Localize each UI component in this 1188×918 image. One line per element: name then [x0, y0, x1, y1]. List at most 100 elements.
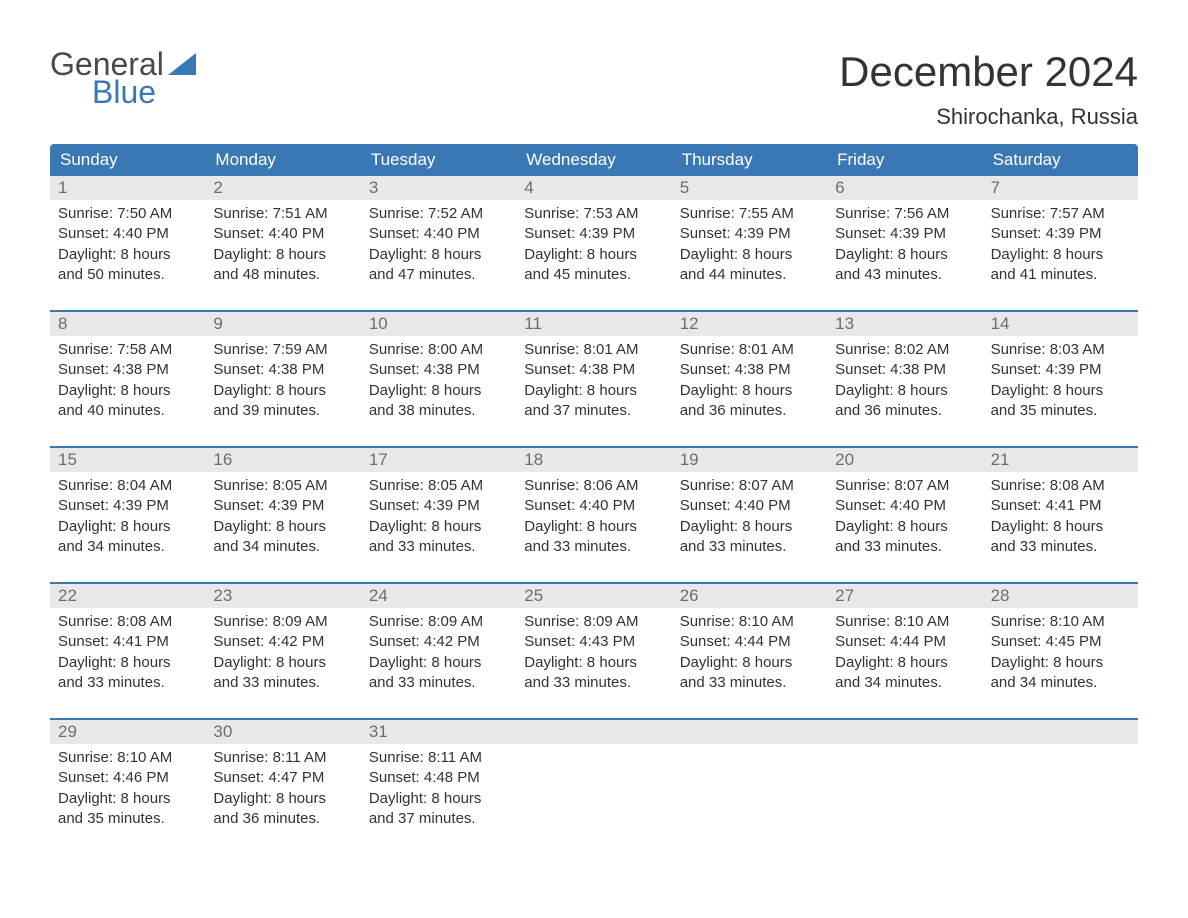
sunset-text: Sunset: 4:39 PM	[58, 496, 197, 516]
sunset-text: Sunset: 4:38 PM	[369, 360, 508, 380]
day-number: 24	[361, 584, 516, 608]
daylight-text-1: Daylight: 8 hours	[524, 245, 663, 265]
day-number: 5	[672, 176, 827, 200]
sunset-text: Sunset: 4:40 PM	[835, 496, 974, 516]
sunset-text: Sunset: 4:44 PM	[680, 632, 819, 652]
sunset-text: Sunset: 4:39 PM	[991, 224, 1130, 244]
weekday-col: Thursday	[672, 144, 827, 176]
calendar: Sunday Monday Tuesday Wednesday Thursday…	[50, 144, 1138, 836]
day-number	[672, 720, 827, 744]
daylight-text-2: and 39 minutes.	[213, 401, 352, 421]
day-cell: Sunrise: 7:52 AMSunset: 4:40 PMDaylight:…	[361, 200, 516, 292]
daylight-text-1: Daylight: 8 hours	[991, 653, 1130, 673]
weekday-col: Friday	[827, 144, 982, 176]
daynum-row: 891011121314	[50, 312, 1138, 336]
day-cell: Sunrise: 7:55 AMSunset: 4:39 PMDaylight:…	[672, 200, 827, 292]
week-block: 293031Sunrise: 8:10 AMSunset: 4:46 PMDay…	[50, 720, 1138, 836]
daylight-text-1: Daylight: 8 hours	[680, 653, 819, 673]
sunrise-text: Sunrise: 8:10 AM	[680, 612, 819, 632]
sunrise-text: Sunrise: 7:56 AM	[835, 204, 974, 224]
daylight-text-2: and 36 minutes.	[680, 401, 819, 421]
day-cell: Sunrise: 8:04 AMSunset: 4:39 PMDaylight:…	[50, 472, 205, 564]
sunrise-text: Sunrise: 8:09 AM	[524, 612, 663, 632]
daylight-text-2: and 37 minutes.	[524, 401, 663, 421]
day-number: 7	[983, 176, 1138, 200]
week-block: 22232425262728Sunrise: 8:08 AMSunset: 4:…	[50, 584, 1138, 700]
sunrise-text: Sunrise: 8:05 AM	[213, 476, 352, 496]
daylight-text-1: Daylight: 8 hours	[369, 381, 508, 401]
weekday-col: Monday	[205, 144, 360, 176]
day-cell: Sunrise: 8:01 AMSunset: 4:38 PMDaylight:…	[672, 336, 827, 428]
sunrise-text: Sunrise: 8:04 AM	[58, 476, 197, 496]
daylight-text-1: Daylight: 8 hours	[58, 517, 197, 537]
sunset-text: Sunset: 4:38 PM	[524, 360, 663, 380]
weekday-col: Wednesday	[516, 144, 671, 176]
sunset-text: Sunset: 4:39 PM	[680, 224, 819, 244]
day-number: 18	[516, 448, 671, 472]
daylight-text-2: and 34 minutes.	[213, 537, 352, 557]
daylight-text-2: and 33 minutes.	[835, 537, 974, 557]
sunset-text: Sunset: 4:40 PM	[58, 224, 197, 244]
day-cell	[672, 744, 827, 836]
day-cell: Sunrise: 8:03 AMSunset: 4:39 PMDaylight:…	[983, 336, 1138, 428]
day-cell	[827, 744, 982, 836]
daylight-text-1: Daylight: 8 hours	[991, 517, 1130, 537]
day-number: 8	[50, 312, 205, 336]
day-number: 19	[672, 448, 827, 472]
daylight-text-1: Daylight: 8 hours	[835, 653, 974, 673]
day-number: 17	[361, 448, 516, 472]
day-cell	[983, 744, 1138, 836]
sunrise-text: Sunrise: 8:01 AM	[524, 340, 663, 360]
sunrise-text: Sunrise: 7:50 AM	[58, 204, 197, 224]
daylight-text-2: and 33 minutes.	[680, 673, 819, 693]
daylight-text-2: and 36 minutes.	[835, 401, 974, 421]
daylight-text-2: and 33 minutes.	[213, 673, 352, 693]
day-number: 29	[50, 720, 205, 744]
sunrise-text: Sunrise: 8:11 AM	[369, 748, 508, 768]
daylight-text-2: and 47 minutes.	[369, 265, 508, 285]
daynum-row: 22232425262728	[50, 584, 1138, 608]
week-block: 1234567Sunrise: 7:50 AMSunset: 4:40 PMDa…	[50, 176, 1138, 292]
daylight-text-2: and 50 minutes.	[58, 265, 197, 285]
week-block: 15161718192021Sunrise: 8:04 AMSunset: 4:…	[50, 448, 1138, 564]
sunset-text: Sunset: 4:40 PM	[213, 224, 352, 244]
day-cell: Sunrise: 7:53 AMSunset: 4:39 PMDaylight:…	[516, 200, 671, 292]
daylight-text-2: and 33 minutes.	[991, 537, 1130, 557]
daylight-text-2: and 43 minutes.	[835, 265, 974, 285]
daylight-text-2: and 48 minutes.	[213, 265, 352, 285]
sunrise-text: Sunrise: 8:05 AM	[369, 476, 508, 496]
day-cell: Sunrise: 8:09 AMSunset: 4:42 PMDaylight:…	[205, 608, 360, 700]
sunrise-text: Sunrise: 7:53 AM	[524, 204, 663, 224]
daylight-text-2: and 34 minutes.	[991, 673, 1130, 693]
sunrise-text: Sunrise: 8:06 AM	[524, 476, 663, 496]
day-cell: Sunrise: 8:10 AMSunset: 4:44 PMDaylight:…	[672, 608, 827, 700]
day-number: 13	[827, 312, 982, 336]
daylight-text-1: Daylight: 8 hours	[58, 381, 197, 401]
daynum-row: 293031	[50, 720, 1138, 744]
sunset-text: Sunset: 4:39 PM	[213, 496, 352, 516]
daylight-text-1: Daylight: 8 hours	[835, 381, 974, 401]
daylight-text-1: Daylight: 8 hours	[369, 653, 508, 673]
daylight-text-1: Daylight: 8 hours	[680, 245, 819, 265]
daylight-text-1: Daylight: 8 hours	[58, 245, 197, 265]
day-number: 1	[50, 176, 205, 200]
sunrise-text: Sunrise: 8:00 AM	[369, 340, 508, 360]
day-number: 31	[361, 720, 516, 744]
day-cell: Sunrise: 8:02 AMSunset: 4:38 PMDaylight:…	[827, 336, 982, 428]
sunrise-text: Sunrise: 8:02 AM	[835, 340, 974, 360]
day-cell: Sunrise: 8:09 AMSunset: 4:42 PMDaylight:…	[361, 608, 516, 700]
day-number	[827, 720, 982, 744]
week-block: 891011121314Sunrise: 7:58 AMSunset: 4:38…	[50, 312, 1138, 428]
daylight-text-2: and 35 minutes.	[991, 401, 1130, 421]
page-title: December 2024	[839, 48, 1138, 96]
day-cell: Sunrise: 7:57 AMSunset: 4:39 PMDaylight:…	[983, 200, 1138, 292]
sunset-text: Sunset: 4:40 PM	[369, 224, 508, 244]
day-cell: Sunrise: 8:05 AMSunset: 4:39 PMDaylight:…	[205, 472, 360, 564]
day-cell: Sunrise: 7:50 AMSunset: 4:40 PMDaylight:…	[50, 200, 205, 292]
sunset-text: Sunset: 4:41 PM	[991, 496, 1130, 516]
sunset-text: Sunset: 4:44 PM	[835, 632, 974, 652]
day-cell: Sunrise: 8:00 AMSunset: 4:38 PMDaylight:…	[361, 336, 516, 428]
sunrise-text: Sunrise: 8:03 AM	[991, 340, 1130, 360]
weekday-col: Sunday	[50, 144, 205, 176]
day-cell: Sunrise: 8:07 AMSunset: 4:40 PMDaylight:…	[827, 472, 982, 564]
